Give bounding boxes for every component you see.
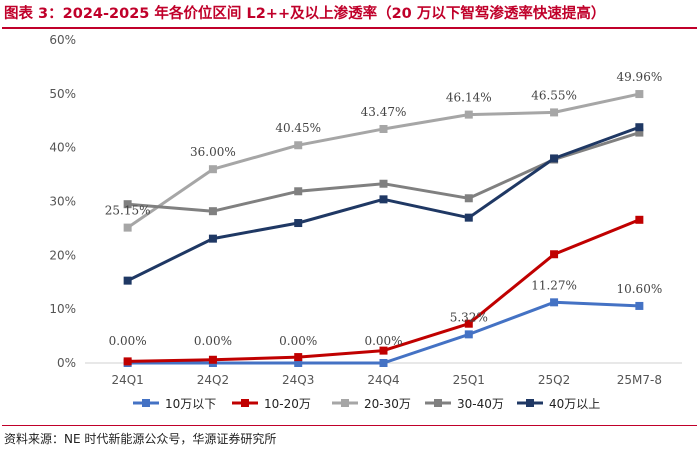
data-point — [123, 223, 132, 232]
legend-marker-1 — [241, 399, 249, 407]
data-point — [464, 110, 473, 119]
data-point — [294, 359, 303, 367]
data-label: 0.00% — [109, 334, 147, 348]
legend-label-1: 10-20万 — [264, 397, 311, 411]
data-labels-group: 0.00% 0.00% 0.00% 0.00% 5.32% 11.27% 10.60% 25.… — [105, 70, 662, 348]
data-point — [379, 124, 388, 133]
data-label: 0.00% — [194, 334, 232, 348]
data-point — [550, 250, 559, 259]
data-label: 43.47% — [361, 105, 407, 119]
data-label: 0.00% — [279, 334, 317, 348]
data-point — [379, 346, 388, 355]
legend: 10万以下 10-20万 20-30万 30-40万 40万以上 — [133, 397, 600, 411]
data-point — [123, 357, 132, 366]
data-point — [294, 141, 303, 150]
chart-title: 图表 3：2024-2025 年各价位区间 L2++及以上渗透率（20 万以下智… — [4, 6, 606, 22]
data-point — [464, 330, 473, 339]
x-tick-label: 24Q3 — [282, 373, 314, 387]
data-point — [635, 90, 644, 99]
data-point — [635, 215, 644, 224]
data-point — [464, 194, 473, 203]
x-tick-label: 25M7-8 — [617, 373, 662, 387]
data-label: 11.27% — [531, 278, 577, 292]
data-point — [123, 276, 132, 285]
data-label: 5.32% — [450, 310, 488, 324]
y-tick-label: 10% — [49, 302, 76, 316]
x-tick-label: 24Q1 — [111, 373, 143, 387]
legend-marker-2 — [341, 399, 349, 407]
data-label: 25.15% — [105, 204, 151, 218]
data-point — [294, 219, 303, 228]
x-tick-label: 25Q2 — [538, 373, 570, 387]
legend-marker-4 — [526, 399, 534, 407]
data-point — [379, 359, 388, 367]
source-rule — [2, 425, 697, 426]
series-lines-group — [123, 90, 644, 367]
x-tick-label: 24Q2 — [197, 373, 229, 387]
y-tick-label: 20% — [49, 248, 76, 262]
data-label: 10.60% — [616, 282, 662, 296]
y-tick-label: 0% — [57, 356, 76, 370]
legend-marker-3 — [434, 399, 442, 407]
data-point — [464, 319, 473, 328]
data-label: 36.00% — [190, 145, 236, 159]
y-tick-label: 50% — [49, 87, 76, 101]
legend-label-0: 10万以下 — [165, 397, 216, 411]
data-point — [550, 298, 559, 307]
legend-label-3: 30-40万 — [457, 397, 504, 411]
source-note: 资料来源：NE 时代新能源公众号，华源证券研究所 — [4, 432, 277, 446]
legend-label-2: 20-30万 — [364, 397, 411, 411]
data-point — [208, 355, 217, 364]
data-point — [550, 108, 559, 117]
data-label: 46.14% — [446, 91, 492, 105]
data-point — [464, 213, 473, 222]
x-tick-label: 25Q1 — [453, 373, 485, 387]
y-tick-label: 60% — [49, 33, 76, 47]
legend-label-4: 40万以上 — [549, 397, 600, 411]
data-point — [379, 195, 388, 204]
data-point — [294, 353, 303, 362]
legend-marker-0 — [142, 399, 150, 407]
data-label: 49.96% — [616, 70, 662, 84]
data-point — [208, 207, 217, 216]
data-label: 40.45% — [275, 121, 321, 135]
title-underline — [2, 27, 697, 29]
data-point — [550, 154, 559, 163]
data-label: 46.55% — [531, 88, 577, 102]
data-label: 0.00% — [364, 334, 402, 348]
data-point — [123, 200, 132, 209]
data-point — [208, 234, 217, 243]
x-tick-label: 24Q4 — [367, 373, 399, 387]
y-tick-label: 40% — [49, 141, 76, 155]
data-point — [379, 179, 388, 188]
data-point — [635, 301, 644, 310]
data-point — [635, 128, 644, 137]
data-point — [208, 165, 217, 174]
y-tick-label: 30% — [49, 195, 76, 209]
data-point — [294, 187, 303, 196]
line-chart: 0% 10% 20% 30% 40% 50% 60% 24Q1 24Q2 24Q3 24Q4 25Q1… — [49, 33, 682, 411]
data-point — [635, 123, 644, 132]
